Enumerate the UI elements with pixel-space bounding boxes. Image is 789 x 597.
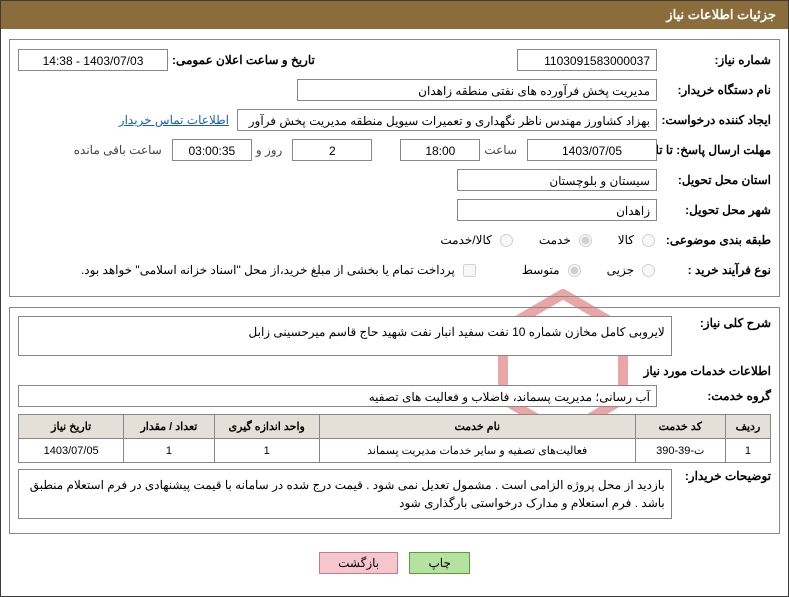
subject-class-label: طبقه بندی موضوعی: <box>661 233 771 247</box>
footer-buttons: چاپ بازگشت <box>9 544 780 586</box>
need-desc-label: شرح کلی نیاز: <box>676 316 771 330</box>
buyer-org-value: مدیریت پخش فرآورده های نفتی منطقه زاهدان <box>297 79 657 101</box>
row-requester: ایجاد کننده درخواست: بهزاد کشاورز مهندس … <box>18 108 771 132</box>
hour-label: ساعت <box>484 143 523 157</box>
province-value: سیستان و بلوچستان <box>457 169 657 191</box>
services-info-header: اطلاعات خدمات مورد نیاز <box>18 364 771 378</box>
td-unit: 1 <box>214 439 319 463</box>
radio-small-label: جزیی <box>587 263 634 277</box>
row-process-type: نوع فرآیند خرید : جزیی متوسط پرداخت تمام… <box>18 258 771 282</box>
row-buyer-notes: توضیحات خریدار: بازدید از محل پروژه الزا… <box>18 469 771 519</box>
radio-medium[interactable] <box>568 264 581 277</box>
panel-header: جزئیات اطلاعات نیاز <box>1 0 788 29</box>
td-qty: 1 <box>124 439 214 463</box>
row-buyer-org: نام دستگاه خریدار: مدیریت پخش فرآورده ها… <box>18 78 771 102</box>
deadline-label: مهلت ارسال پاسخ: تا تاریخ: <box>661 143 771 157</box>
requester-label: ایجاد کننده درخواست: <box>661 113 771 127</box>
announce-value: 14:38 - 1403/07/03 <box>18 49 168 71</box>
days-and-label: روز و <box>256 143 289 157</box>
buyer-org-label: نام دستگاه خریدار: <box>661 83 771 97</box>
need-desc-value: لایروبی کامل مخازن شماره 10 نفت سفید انب… <box>18 316 672 356</box>
services-table: ردیف کد خدمت نام خدمت واحد اندازه گیری ت… <box>18 414 771 463</box>
announce-label: تاریخ و ساعت اعلان عمومی: <box>172 53 315 67</box>
radio-small[interactable] <box>642 264 655 277</box>
radio-goods-group: کالا <box>598 233 657 247</box>
radio-goods-label: کالا <box>598 233 634 247</box>
td-code: ت-39-390 <box>635 439 725 463</box>
radio-medium-label: متوسط <box>502 263 560 277</box>
back-button[interactable]: بازگشت <box>319 552 398 574</box>
table-row: 1 ت-39-390 فعالیت‌های تصفیه و سایر خدمات… <box>19 439 771 463</box>
row-deadline: مهلت ارسال پاسخ: تا تاریخ: 1403/07/05 سا… <box>18 138 771 162</box>
table-header-row: ردیف کد خدمت نام خدمت واحد اندازه گیری ت… <box>19 415 771 439</box>
need-no-value: 1103091583000037 <box>517 49 657 71</box>
city-label: شهر محل تحویل: <box>661 203 771 217</box>
radio-goods-service[interactable] <box>500 234 513 247</box>
buyer-notes-value: بازدید از محل پروژه الزامی است . مشمول ت… <box>18 469 672 519</box>
radio-service-label: خدمت <box>519 233 571 247</box>
radio-medium-group: متوسط <box>502 263 583 277</box>
radio-goods[interactable] <box>642 234 655 247</box>
th-row: ردیف <box>725 415 770 439</box>
main-frame: جزئیات اطلاعات نیاز AriaTender.net شماره… <box>0 0 789 597</box>
buyer-notes-label: توضیحات خریدار: <box>676 469 771 483</box>
row-service-group: گروه خدمت: آب رسانی؛ مدیریت پسماند، فاضل… <box>18 384 771 408</box>
th-qty: تعداد / مقدار <box>124 415 214 439</box>
deadline-date: 1403/07/05 <box>527 139 657 161</box>
treasury-note: پرداخت تمام یا بخشی از مبلغ خرید،از محل … <box>81 263 455 277</box>
th-name: نام خدمت <box>319 415 635 439</box>
description-box: شرح کلی نیاز: لایروبی کامل مخازن شماره 1… <box>9 307 780 534</box>
panel-title: جزئیات اطلاعات نیاز <box>666 7 776 22</box>
td-name: فعالیت‌های تصفیه و سایر خدمات مدیریت پسم… <box>319 439 635 463</box>
print-button[interactable]: چاپ <box>409 552 469 574</box>
radio-service[interactable] <box>579 234 592 247</box>
radio-small-group: جزیی <box>587 263 657 277</box>
row-city: شهر محل تحویل: زاهدان <box>18 198 771 222</box>
th-date: تاریخ نیاز <box>19 415 124 439</box>
process-type-label: نوع فرآیند خرید : <box>661 263 771 277</box>
radio-goods-service-group: کالا/خدمت <box>420 233 514 247</box>
info-box: شماره نیاز: 1103091583000037 تاریخ و ساع… <box>9 39 780 297</box>
province-label: استان محل تحویل: <box>661 173 771 187</box>
td-date: 1403/07/05 <box>19 439 124 463</box>
th-unit: واحد اندازه گیری <box>214 415 319 439</box>
requester-value: بهزاد کشاورز مهندس ناظر نگهداری و تعمیرا… <box>237 109 657 131</box>
td-row: 1 <box>725 439 770 463</box>
row-need-desc: شرح کلی نیاز: لایروبی کامل مخازن شماره 1… <box>18 316 771 356</box>
panel-content: AriaTender.net شماره نیاز: 1103091583000… <box>1 29 788 596</box>
service-group-value: آب رسانی؛ مدیریت پسماند، فاضلاب و فعالیت… <box>18 385 657 407</box>
th-code: کد خدمت <box>635 415 725 439</box>
days-remaining: 2 <box>292 139 372 161</box>
radio-goods-service-label: کالا/خدمت <box>420 233 491 247</box>
deadline-hour: 18:00 <box>400 139 480 161</box>
city-value: زاهدان <box>457 199 657 221</box>
row-province: استان محل تحویل: سیستان و بلوچستان <box>18 168 771 192</box>
treasury-checkbox[interactable] <box>463 264 476 277</box>
service-group-label: گروه خدمت: <box>661 389 771 403</box>
need-no-label: شماره نیاز: <box>661 53 771 67</box>
time-remaining: 03:00:35 <box>172 139 252 161</box>
buyer-contact-link[interactable]: اطلاعات تماس خریدار <box>119 113 233 127</box>
radio-service-group: خدمت <box>519 233 594 247</box>
time-remaining-label: ساعت باقی مانده <box>74 143 168 157</box>
row-subject-class: طبقه بندی موضوعی: کالا خدمت کالا/خدمت <box>18 228 771 252</box>
row-need-no: شماره نیاز: 1103091583000037 تاریخ و ساع… <box>18 48 771 72</box>
treasury-checkbox-group: پرداخت تمام یا بخشی از مبلغ خرید،از محل … <box>81 263 478 277</box>
